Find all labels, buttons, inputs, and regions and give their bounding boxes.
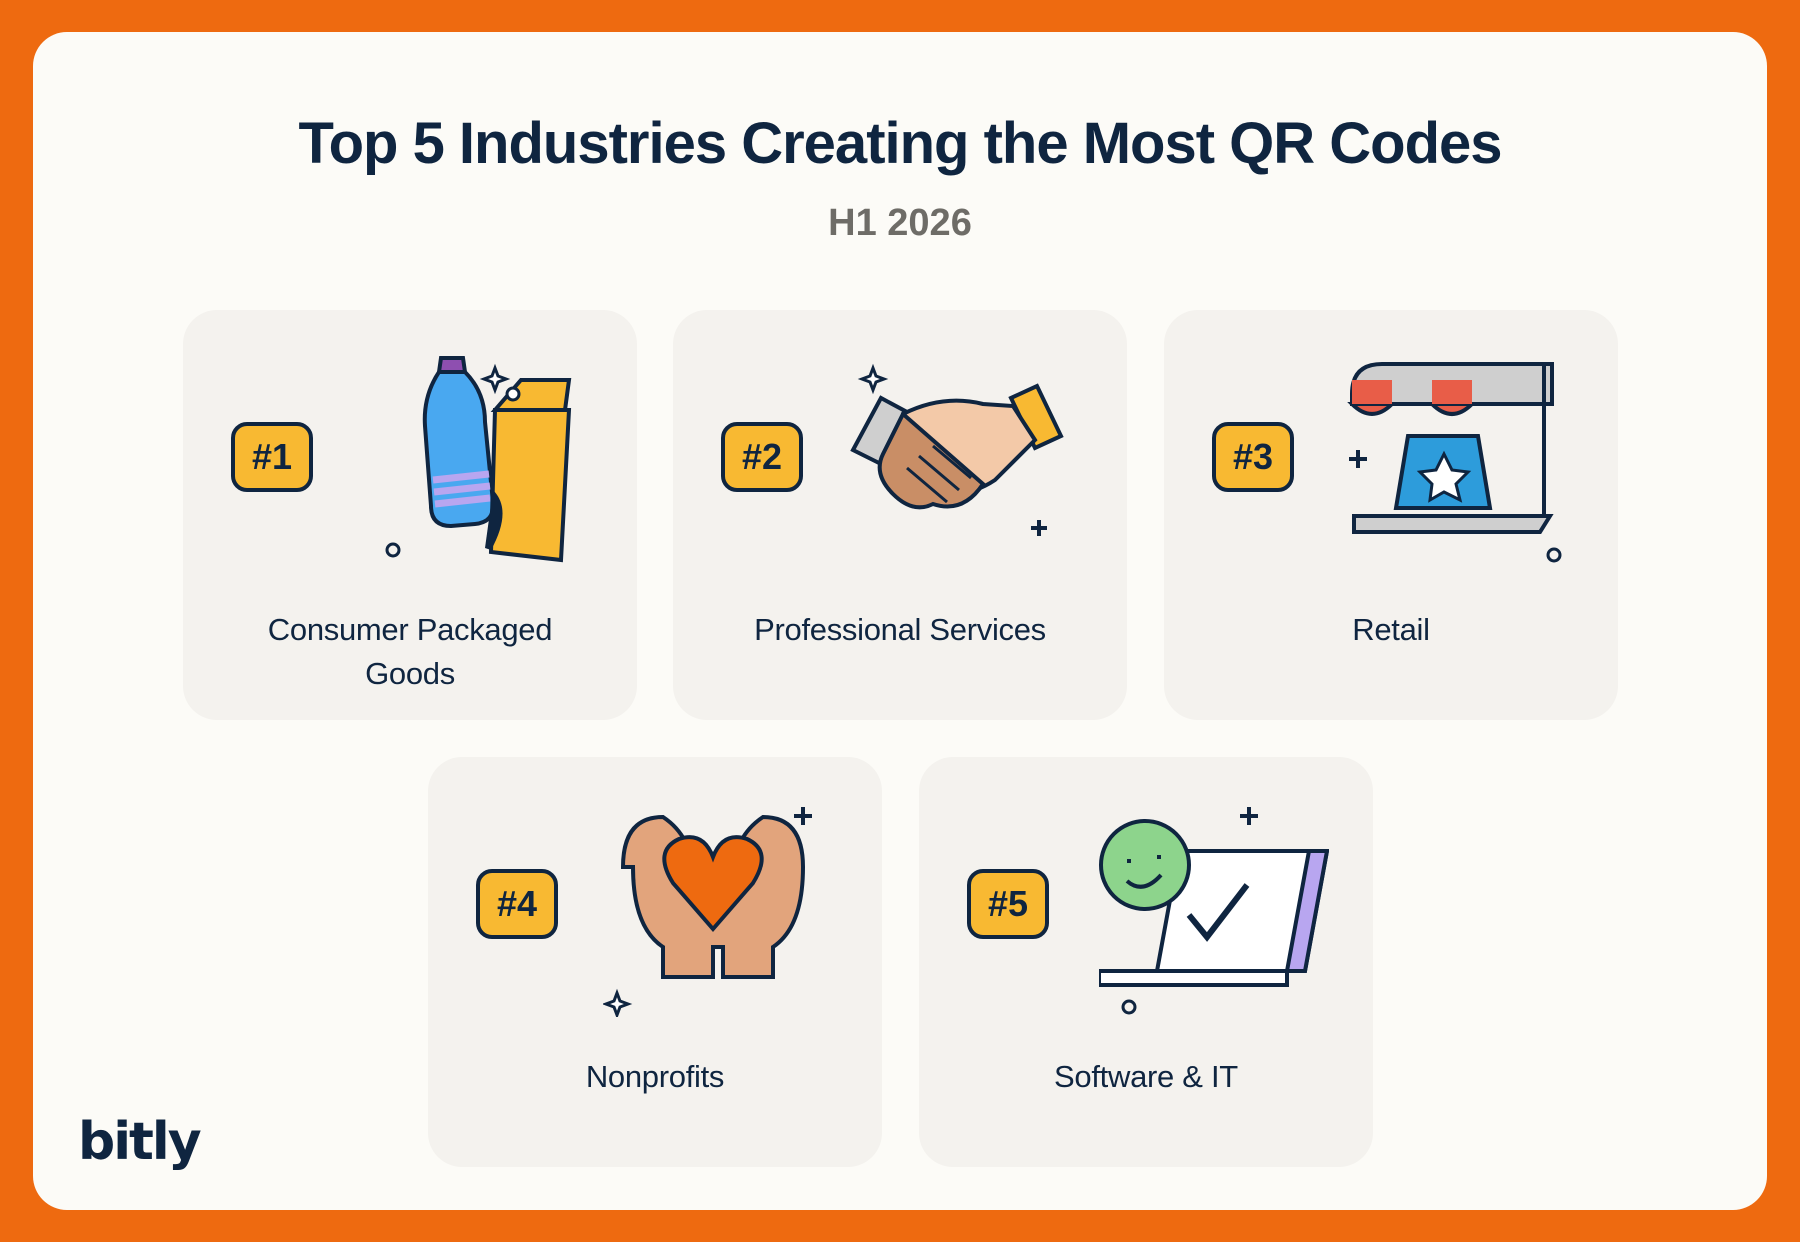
industry-card-3: #3 Retail xyxy=(1164,310,1618,720)
hands-holding-heart-icon xyxy=(603,807,812,1017)
rank-badge: #2 xyxy=(721,422,803,492)
rank-badge: #1 xyxy=(231,422,313,492)
industry-label: Professional Services xyxy=(754,612,1046,647)
industry-card-5: #5 Software & IT xyxy=(919,757,1373,1167)
rank-badge: #4 xyxy=(476,869,558,939)
page-title: Top 5 Industries Creating the Most QR Co… xyxy=(298,111,1502,176)
bitly-logo: bitly xyxy=(78,1112,202,1172)
industry-label: Consumer Packaged Goods xyxy=(267,612,553,691)
industry-label: Nonprofits xyxy=(585,1059,725,1094)
bottle-and-carton-icon xyxy=(385,356,572,563)
rank-badge: #3 xyxy=(1212,422,1294,492)
page-subtitle: H1 2026 xyxy=(828,202,972,244)
industry-label: Retail xyxy=(1352,612,1430,647)
rank-badge: #5 xyxy=(967,869,1049,939)
laptop-checkmark-icon xyxy=(1099,807,1329,1015)
industry-label: Software & IT xyxy=(1054,1059,1238,1094)
industry-card-2: #2 Professional Services xyxy=(673,310,1127,720)
handshake-icon xyxy=(850,363,1064,536)
industry-card-1: #1 Consumer Packaged Goods xyxy=(183,310,637,720)
storefront-icon xyxy=(1347,362,1562,563)
industry-card-4: #4 Nonprofits xyxy=(428,757,882,1167)
